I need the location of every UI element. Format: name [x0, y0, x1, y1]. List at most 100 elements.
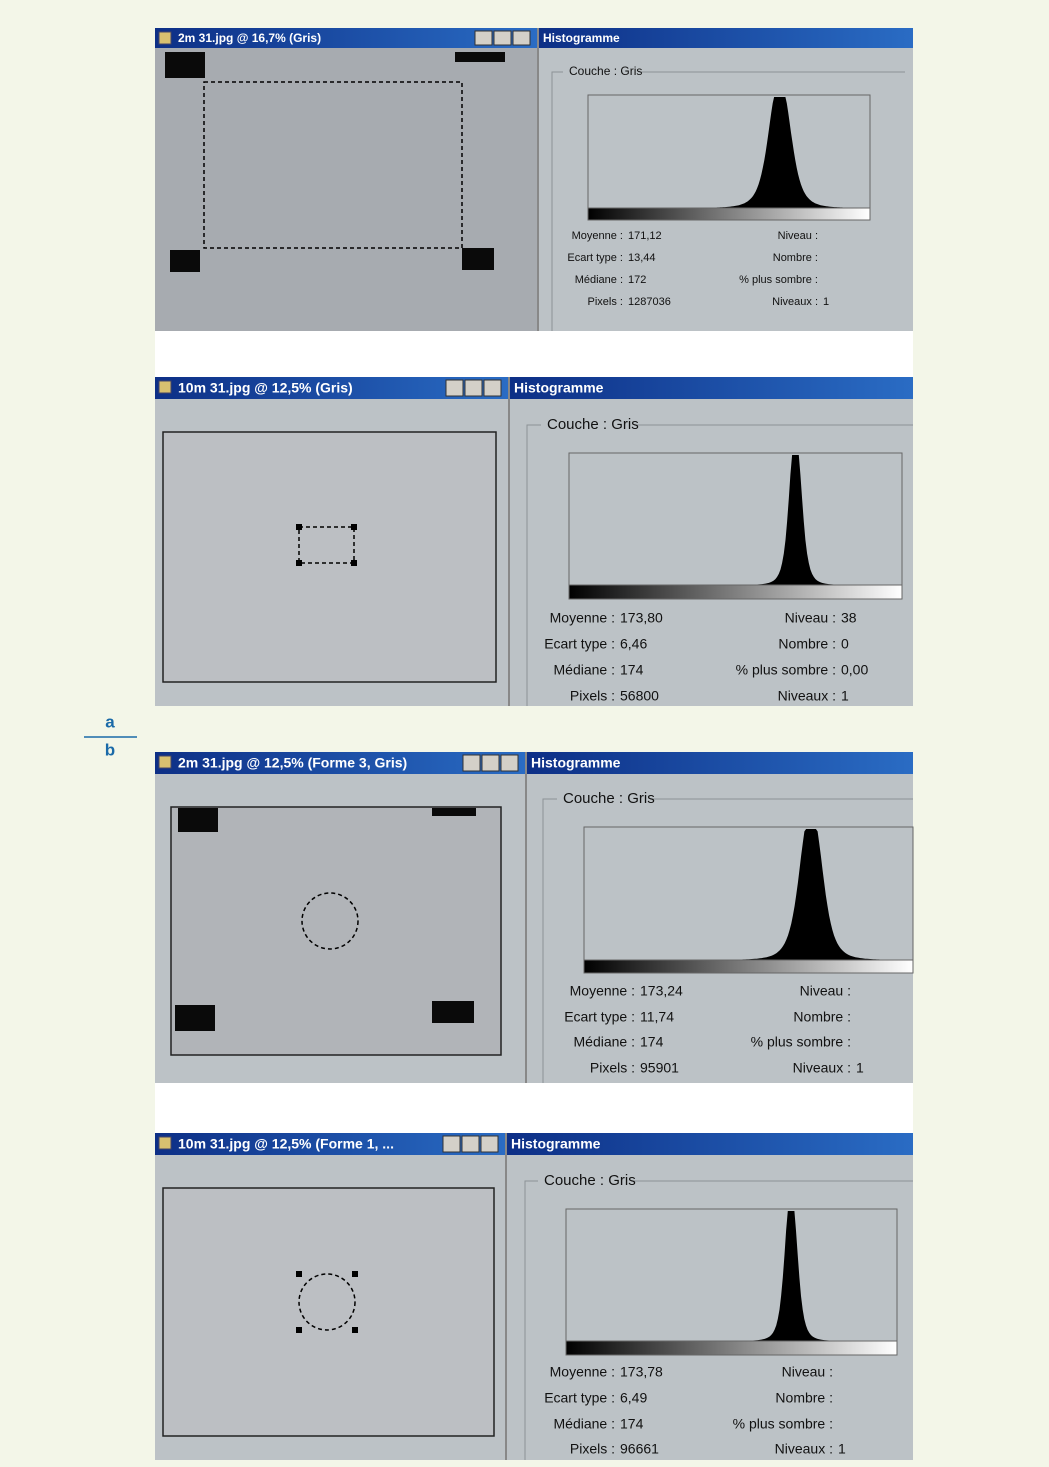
- channel-label: Couche : Gris: [563, 790, 655, 807]
- group-frame: [524, 1180, 538, 1460]
- selection: [298, 526, 355, 564]
- marker: [165, 52, 205, 78]
- stat-label: Moyenne :: [570, 983, 635, 999]
- window-button[interactable]: [445, 379, 464, 397]
- stat-label: % plus sombre :: [739, 274, 818, 286]
- handle: [351, 560, 357, 566]
- window-button[interactable]: [474, 30, 493, 46]
- window-button[interactable]: [480, 1135, 499, 1153]
- stat-value: 173,24: [640, 983, 683, 999]
- window-title: 2m 31.jpg @ 12,5% (Forme 3, Gris): [178, 755, 407, 771]
- gradient-bar: [565, 1340, 898, 1356]
- group-frame: [551, 71, 563, 331]
- window-button[interactable]: [461, 1135, 480, 1153]
- stat-value: 171,12: [628, 230, 662, 242]
- stat-label: Niveaux :: [778, 688, 836, 704]
- window-icon: [158, 31, 172, 45]
- stat-value: 13,44: [628, 252, 656, 264]
- stat-label: Ecart type :: [567, 252, 623, 264]
- stat-label: Moyenne :: [550, 1364, 615, 1380]
- handle: [352, 1271, 358, 1277]
- window-title: 10m 31.jpg @ 12,5% (Gris): [178, 380, 353, 396]
- stat-value: 95901: [640, 1060, 679, 1076]
- window-icon: [158, 380, 172, 394]
- stat-label: Ecart type :: [564, 1009, 635, 1025]
- stat-label: Niveau :: [800, 983, 851, 999]
- histogram-title: Histogramme: [511, 1136, 601, 1152]
- stat-value: 1: [838, 1441, 846, 1457]
- histogram-shape: [584, 829, 913, 960]
- stat-label: Médiane :: [575, 274, 623, 286]
- stat-label: Pixels :: [570, 1441, 615, 1457]
- stat-label: Moyenne :: [572, 230, 623, 242]
- stat-label: Niveau :: [778, 230, 818, 242]
- title-bar: [155, 752, 525, 774]
- handle: [352, 1327, 358, 1333]
- stat-value: 6,46: [620, 636, 647, 652]
- stat-label: Niveau :: [785, 610, 836, 626]
- stat-label: % plus sombre :: [736, 662, 836, 678]
- stat-value: 174: [620, 662, 644, 678]
- stat-label: Ecart type :: [544, 1390, 615, 1406]
- title-bar: [507, 1133, 913, 1155]
- stat-label: Nombre :: [793, 1009, 851, 1025]
- stat-label: Nombre :: [778, 636, 836, 652]
- title-bar: [527, 752, 913, 774]
- marker: [432, 808, 476, 816]
- stat-value: 11,74: [640, 1009, 674, 1025]
- stat-value: 174: [640, 1034, 664, 1050]
- window-button[interactable]: [442, 1135, 461, 1153]
- stat-label: % plus sombre :: [733, 1416, 833, 1432]
- marker: [178, 808, 218, 832]
- stat-value: 1: [823, 296, 829, 308]
- stat-label: Niveaux :: [772, 296, 818, 308]
- histogram-title: Histogramme: [514, 380, 604, 396]
- stat-value: 96661: [620, 1441, 659, 1457]
- selection: [203, 81, 463, 249]
- image-area: [155, 48, 537, 331]
- histogram-box: [565, 1208, 898, 1342]
- histogram-box: [587, 94, 871, 209]
- marker: [170, 250, 200, 272]
- stat-label: Pixels :: [588, 296, 623, 308]
- gradient-bar: [587, 207, 871, 221]
- channel-label: Couche : Gris: [544, 1172, 636, 1189]
- histogram-title: Histogramme: [543, 31, 620, 45]
- stat-value: 174: [620, 1416, 644, 1432]
- stat-label: Nombre :: [773, 252, 818, 264]
- selection: [301, 892, 359, 950]
- marker: [462, 248, 494, 270]
- figure-label: b: [105, 740, 115, 759]
- stat-label: Niveau :: [782, 1364, 833, 1380]
- histogram-shape: [588, 97, 870, 208]
- stat-label: Ecart type :: [544, 636, 615, 652]
- group-frame: [526, 424, 541, 706]
- stat-value: 0: [841, 636, 849, 652]
- stat-value: 1: [856, 1060, 864, 1076]
- window-button[interactable]: [512, 30, 531, 46]
- stat-value: 173,80: [620, 610, 663, 626]
- stat-label: Médiane :: [554, 1416, 615, 1432]
- gradient-bar: [583, 959, 914, 974]
- selection: [298, 1273, 356, 1331]
- stat-value: 6,49: [620, 1390, 647, 1406]
- histogram-box: [568, 452, 903, 586]
- window-button[interactable]: [500, 754, 519, 772]
- handle: [296, 524, 302, 530]
- stat-label: Niveaux :: [775, 1441, 833, 1457]
- handle: [296, 1271, 302, 1277]
- window-button[interactable]: [483, 379, 502, 397]
- window-button[interactable]: [464, 379, 483, 397]
- marker: [455, 52, 505, 62]
- image-area: [162, 1187, 495, 1437]
- window-button[interactable]: [462, 754, 481, 772]
- window-icon: [158, 755, 172, 769]
- window-button[interactable]: [493, 30, 512, 46]
- figure-label: a: [105, 712, 115, 731]
- stat-value: 38: [841, 610, 857, 626]
- window-button[interactable]: [481, 754, 500, 772]
- image-area: [162, 431, 497, 683]
- handle: [351, 524, 357, 530]
- title-bar: [155, 377, 508, 399]
